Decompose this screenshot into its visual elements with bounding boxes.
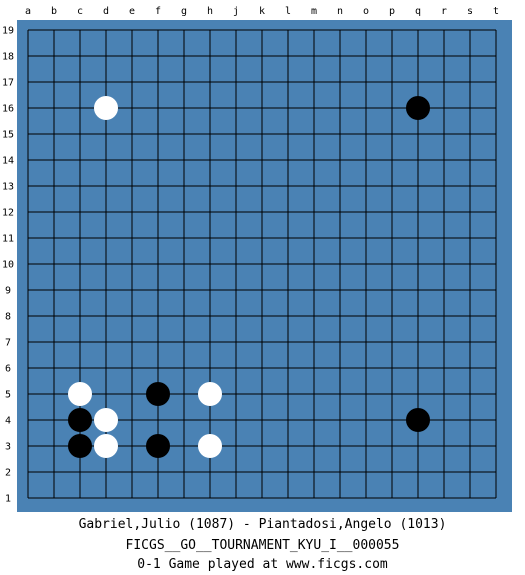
row-label-13: 13 [2,182,14,193]
row-label-3: 3 [5,442,11,453]
row-label-17: 17 [2,78,14,89]
row-label-5: 5 [5,390,11,401]
black-stone-f5[interactable] [146,382,170,406]
row-label-14: 14 [2,156,14,167]
column-label-g: g [181,6,187,17]
white-stone-c5[interactable] [68,382,92,406]
column-label-l: l [285,6,291,17]
column-label-o: o [363,6,369,17]
black-stone-q4[interactable] [406,408,430,432]
column-label-d: d [103,6,109,17]
black-stone-q16[interactable] [406,96,430,120]
go-board-area: a b c d e f g h j k l m n o p q r s t 19 18 17 16 15 14 13 12 11 10 9… [2,6,512,512]
row-label-4: 4 [5,416,11,427]
row-label-11: 11 [2,234,14,245]
black-stone-f3[interactable] [146,434,170,458]
row-label-19: 19 [2,26,14,37]
players-line: Gabriel,Julio (1087) - Piantadosi,Angelo… [78,517,447,532]
column-label-s: s [467,6,473,17]
column-label-n: n [337,6,343,17]
board-surface [17,20,512,512]
black-stone-c3[interactable] [68,434,92,458]
column-label-q: q [415,6,421,17]
column-label-f: f [155,6,161,17]
go-board: a b c d e f g h j k l m n o p q r s t191817161514131211109… [2,6,512,512]
white-stone-d4[interactable] [94,408,118,432]
white-stone-d3[interactable] [94,434,118,458]
row-label-18: 18 [2,52,14,63]
row-label-1: 1 [5,494,11,505]
row-label-7: 7 [5,338,11,349]
row-label-16: 16 [2,104,14,115]
row-label-8: 8 [5,312,11,323]
black-stone-c4[interactable] [68,408,92,432]
white-stone-h5[interactable] [198,382,222,406]
column-label-c: c [77,6,83,17]
row-label-6: 6 [5,364,11,375]
row-label-2: 2 [5,468,11,479]
column-label-j: j [233,6,239,17]
tournament-line: FICGS__GO__TOURNAMENT_KYU_I__000055 [125,538,400,553]
column-label-k: k [259,6,265,17]
row-label-9: 9 [5,286,11,297]
column-label-p: p [389,6,395,17]
column-label-t: t [493,6,499,17]
row-label-15: 15 [2,130,14,141]
column-label-b: b [51,6,57,17]
column-label-m: m [311,6,317,17]
white-stone-h3[interactable] [198,434,222,458]
result-line: 0-1 Game played at www.ficgs.com [137,557,388,572]
column-label-e: e [129,6,135,17]
column-label-h: h [207,6,213,17]
column-label-a: a [25,6,31,17]
column-label-r: r [441,6,447,17]
row-label-12: 12 [2,208,14,219]
white-stone-d16[interactable] [94,96,118,120]
row-label-10: 10 [2,260,14,271]
